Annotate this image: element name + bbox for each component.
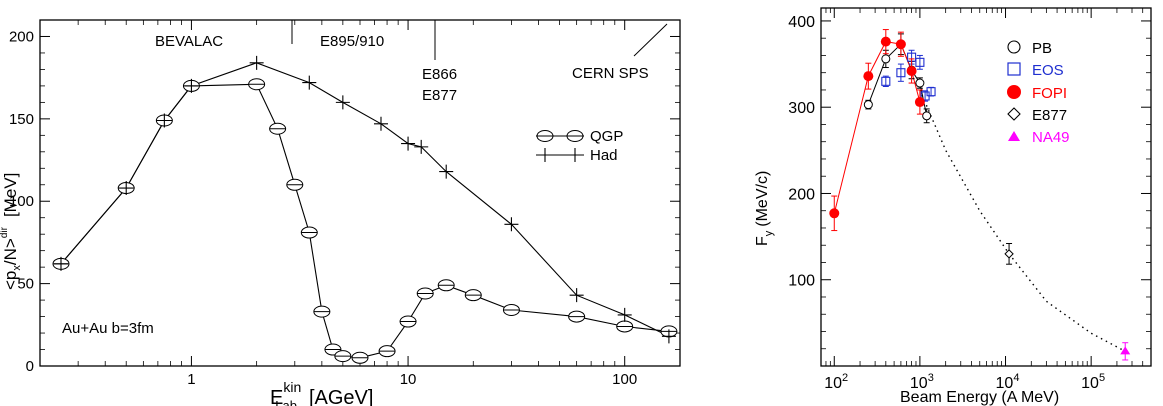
- data-point-had: [184, 78, 199, 93]
- left-series-markers: [52, 55, 678, 364]
- data-point-fopi: [906, 65, 917, 76]
- data-point-fopi: [914, 97, 925, 108]
- x-tick-label: 102: [824, 372, 848, 392]
- legend-eos-label: EOS: [1032, 62, 1064, 79]
- x-tick-label: 105: [1081, 372, 1105, 392]
- left-legend: QGP Had: [536, 128, 623, 164]
- data-point-had: [414, 139, 429, 154]
- x-tick-label: 104: [996, 372, 1020, 392]
- legend-qgp-marker: [536, 130, 554, 142]
- x-tick-label: 10: [400, 371, 417, 388]
- right-chart: 100 200 300 400 102 103 104 105 PB EOS FOPI E87…: [754, 7, 1152, 406]
- right-legend: PB EOS FOPI E877 NA49: [1007, 40, 1070, 146]
- data-point-na49: [1120, 346, 1131, 355]
- x-tick-label: 1: [187, 371, 195, 388]
- legend-eos-marker: [1007, 62, 1021, 76]
- left-y-axis-label: <px/N>dir[MeV]: [0, 173, 23, 290]
- x-tick-label: 103: [910, 372, 934, 392]
- y-tick-label: 100: [9, 193, 34, 210]
- legend-fopi-marker: [1007, 85, 1021, 99]
- y-tick-label: 100: [788, 273, 815, 290]
- legend-na49-label: NA49: [1032, 129, 1070, 146]
- y-tick-label: 200: [788, 186, 815, 203]
- right-series-markers: [829, 29, 1131, 361]
- y-tick-label: 50: [17, 276, 34, 293]
- data-point-had: [504, 217, 519, 232]
- legend-e877-label: E877: [1032, 107, 1067, 124]
- data-point-eos: [896, 68, 906, 78]
- legend-na49-marker: [1008, 131, 1020, 141]
- data-point-had: [373, 116, 388, 131]
- left-ticks: 0 50 100 150 200 1 10 100: [9, 20, 680, 388]
- annotation-e877: E877: [422, 87, 457, 104]
- data-point-had: [401, 136, 416, 151]
- right-plot-frame: [820, 7, 1152, 367]
- y-tick-label: 300: [788, 100, 815, 117]
- annotation-bevalac: BEVALAC: [155, 33, 223, 50]
- data-point-fopi: [863, 71, 874, 82]
- data-point-had: [157, 113, 172, 128]
- annotation-cern-sps: CERN SPS: [572, 65, 649, 82]
- legend-qgp-label: QGP: [590, 128, 623, 145]
- data-point-had: [53, 256, 68, 271]
- data-point-fopi: [895, 39, 906, 50]
- data-point-pb: [863, 100, 873, 110]
- data-point-had: [249, 55, 264, 70]
- right-ticks: 100 200 300 400 102 103 104 105: [788, 8, 1152, 392]
- data-point-fopi: [829, 208, 840, 219]
- legend-had-label: Had: [590, 147, 618, 164]
- right-x-axis-label: Beam Energy (A MeV): [900, 389, 1059, 406]
- data-point-had: [661, 329, 676, 344]
- left-x-axis-label: Ekin Lab [AGeV]: [270, 379, 373, 406]
- data-point-eos: [926, 87, 936, 97]
- legend-had-marker: [568, 148, 582, 162]
- legend-pb-label: PB: [1032, 40, 1052, 57]
- legend-had-marker: [538, 148, 552, 162]
- x-tick-label: 100: [612, 371, 637, 388]
- annotation-system: Au+Au b=3fm: [62, 320, 154, 337]
- left-chart: 0 50 100 150 200 1 10 100 BEVALAC E895/910 E866…: [0, 19, 681, 406]
- y-tick-label: 150: [9, 111, 34, 128]
- data-point-e877: [1004, 249, 1014, 259]
- data-point-had: [617, 307, 632, 322]
- dotted-curve: [919, 89, 1126, 352]
- y-tick-label: 0: [26, 358, 34, 375]
- data-point-eos: [881, 76, 891, 86]
- data-point-pb: [881, 54, 891, 64]
- legend-fopi-label: FOPI: [1032, 85, 1067, 102]
- data-point-had: [302, 75, 317, 90]
- data-point-pb: [915, 78, 925, 88]
- data-point-fopi: [880, 36, 891, 47]
- annotation-e895: E895/910: [320, 33, 384, 50]
- right-series-lines: [833, 41, 1126, 352]
- data-point-had: [569, 288, 584, 303]
- annotation-e866: E866: [422, 66, 457, 83]
- data-point-pb: [922, 111, 932, 121]
- legend-pb-marker: [1007, 40, 1021, 54]
- legend-qgp-marker: [566, 130, 584, 142]
- cern-marker-line: [633, 23, 668, 57]
- data-point-had: [439, 164, 454, 179]
- y-tick-label: 400: [788, 14, 815, 31]
- data-point-had: [119, 181, 134, 196]
- series-line-fopi: [833, 41, 921, 214]
- y-tick-label: 200: [9, 28, 34, 45]
- legend-e877-marker: [1007, 107, 1021, 121]
- data-point-had: [335, 95, 350, 110]
- data-point-eos: [915, 57, 925, 67]
- right-y-axis-label: Fy(MeV/c): [754, 171, 775, 246]
